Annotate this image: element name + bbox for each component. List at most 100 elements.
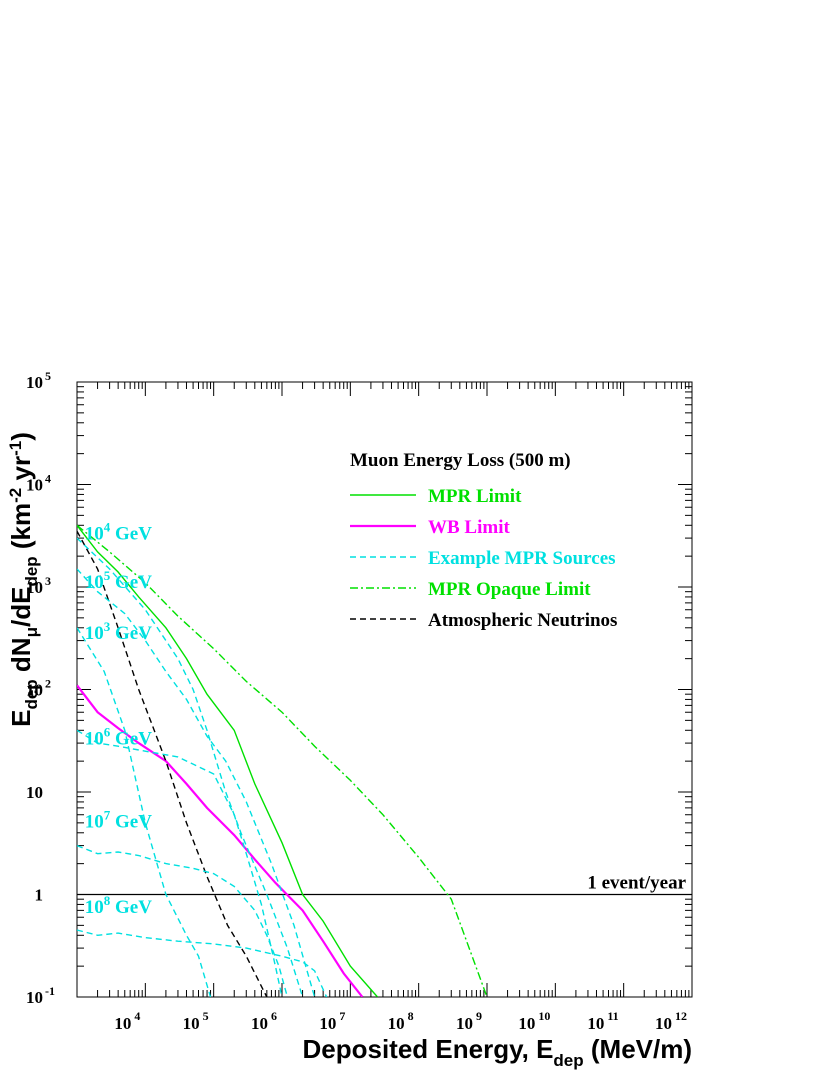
curve-label-exp: 4 xyxy=(104,520,111,535)
curve-label-base: 10 xyxy=(85,623,104,644)
y-tick-label: 10 xyxy=(26,578,43,597)
y-tick-label-base: 10 xyxy=(26,373,43,392)
x-tick-label-exp: 8 xyxy=(405,1009,414,1023)
x-tick-label-exp: 9 xyxy=(473,1009,482,1023)
x-tick-label: 10 10 xyxy=(518,1009,550,1033)
y-title-exp1: -2 xyxy=(6,488,25,503)
series-layer xyxy=(77,524,488,997)
x-tick-label-base: 10 xyxy=(587,1014,604,1033)
curve-label: 105 GeV xyxy=(85,568,152,593)
y-tick-label: 10 xyxy=(26,783,43,802)
y-tick-label-exp: 5 xyxy=(45,369,51,383)
curve-label-exp: 7 xyxy=(104,808,111,823)
curve-label: 106 GeV xyxy=(85,725,152,750)
axis-titles: Deposited Energy, Edep (MeV/m)Edep dNμ/d… xyxy=(6,432,692,1070)
curve-label-unit: GeV xyxy=(110,572,152,593)
x-tick-label: 10 5 xyxy=(183,1009,209,1033)
x-axis-title-sub: dep xyxy=(553,1051,583,1070)
y-tick-label-base: 10 xyxy=(26,578,43,597)
series-line xyxy=(77,627,212,997)
curve-label: 108 GeV xyxy=(85,893,152,918)
curve-label-unit: GeV xyxy=(110,729,152,750)
series-line xyxy=(77,537,304,997)
series-line xyxy=(77,844,289,997)
legend-entry-label: Atmospheric Neutrinos xyxy=(428,610,617,631)
x-axis-title-main: Deposited Energy, E xyxy=(303,1034,554,1064)
y-tick-label: 10 xyxy=(26,476,43,495)
axes-layer: 10 4 10 5 10 6 10 7 10 8 10 9 10 10 10 11 10 121… xyxy=(26,369,693,1033)
curve-label-exp: 8 xyxy=(104,893,111,908)
curve-label-exp: 6 xyxy=(104,725,111,740)
x-tick-label: 10 6 xyxy=(251,1009,277,1033)
curve-label-exp: 3 xyxy=(104,619,111,634)
x-tick-label: 10 8 xyxy=(388,1009,414,1033)
y-tick-label: 1 xyxy=(35,886,44,905)
y-tick-label-base: 10 xyxy=(26,783,43,802)
series-line xyxy=(77,929,328,997)
y-tick-label-exp: 4 xyxy=(45,472,51,486)
series-line xyxy=(77,568,316,997)
x-tick-label-exp: 12 xyxy=(672,1009,687,1023)
x-tick-label-base: 10 xyxy=(114,1014,131,1033)
curve-label-unit: GeV xyxy=(110,897,152,918)
legend-entry-label: MPR Opaque Limit xyxy=(428,579,591,600)
x-tick-label-exp: 4 xyxy=(131,1009,140,1023)
curve-label: 104 GeV xyxy=(85,520,152,545)
x-tick-label: 10 11 xyxy=(587,1009,618,1033)
plot-frame xyxy=(76,381,693,998)
x-tick-label-base: 10 xyxy=(518,1014,535,1033)
y-tick-label-base: 10 xyxy=(26,681,43,700)
curve-label-exp: 5 xyxy=(104,568,111,583)
x-axis-title-unit: (MeV/m) xyxy=(584,1034,692,1064)
x-tick-label-base: 10 xyxy=(388,1014,405,1033)
x-tick-label-exp: 10 xyxy=(535,1009,550,1023)
curve-label-base: 10 xyxy=(85,729,104,750)
legend-title: Muon Energy Loss (500 m) xyxy=(350,450,571,471)
curve-label: 107 GeV xyxy=(85,808,152,833)
curve-label-base: 10 xyxy=(85,572,104,593)
x-tick-label-exp: 6 xyxy=(268,1009,277,1023)
x-tick-label-exp: 7 xyxy=(336,1009,345,1023)
x-tick-label: 10 4 xyxy=(114,1009,140,1033)
legend-entry-label: Example MPR Sources xyxy=(428,548,616,569)
y-tick-label-exp: 2 xyxy=(45,677,51,691)
y-tick-label-base: 10 xyxy=(26,988,43,1007)
y-title-dep: dep xyxy=(22,679,41,709)
reference-line-label: 1 event/year xyxy=(587,873,686,894)
x-tick-label-base: 10 xyxy=(456,1014,473,1033)
legend-entry-label: WB Limit xyxy=(428,517,510,538)
y-axis-title: Edep dNμ/dEdep (km-2 yr-1) xyxy=(6,432,41,727)
y-title-km: (km xyxy=(6,503,36,556)
y-title-close: ) xyxy=(6,432,36,441)
y-tick-label-base: 10 xyxy=(26,476,43,495)
series-line xyxy=(77,524,488,997)
x-tick-label: 10 9 xyxy=(456,1009,482,1033)
curve-label-unit: GeV xyxy=(110,623,152,644)
series-line xyxy=(77,524,379,997)
y-tick-label: 10 xyxy=(26,988,43,1007)
y-title-mu: μ xyxy=(22,627,41,637)
x-tick-label: 10 7 xyxy=(319,1009,345,1033)
y-tick-label: 10 xyxy=(26,373,43,392)
y-title-e: E xyxy=(6,710,36,727)
y-tick-label-exp: 3 xyxy=(45,574,51,588)
x-tick-label-base: 10 xyxy=(655,1014,672,1033)
y-tick-label-exp: -1 xyxy=(45,984,55,998)
y-tick-label-base: 1 xyxy=(35,886,44,905)
x-tick-label-base: 10 xyxy=(183,1014,200,1033)
curve-label: 103 GeV xyxy=(85,619,152,644)
x-tick-label-base: 10 xyxy=(319,1014,336,1033)
x-tick-label-base: 10 xyxy=(251,1014,268,1033)
curve-label-base: 10 xyxy=(85,897,104,918)
y-title-de: /dE xyxy=(6,587,36,627)
curve-label-base: 10 xyxy=(85,524,104,545)
y-title-yr: yr xyxy=(6,456,36,488)
curve-label-unit: GeV xyxy=(110,812,152,833)
y-tick-label: 10 xyxy=(26,681,43,700)
x-axis-title: Deposited Energy, Edep (MeV/m) xyxy=(303,1034,693,1070)
series-line xyxy=(77,729,283,997)
series-line xyxy=(77,684,364,997)
y-title-dep2: dep xyxy=(22,556,41,586)
